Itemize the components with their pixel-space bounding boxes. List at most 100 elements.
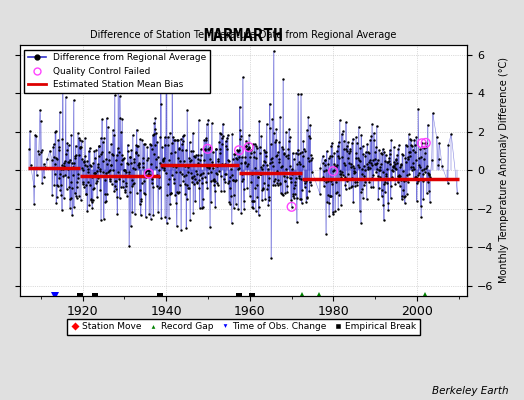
Point <box>291 182 299 188</box>
Point <box>32 133 40 140</box>
Point <box>159 158 167 164</box>
Point <box>379 202 387 208</box>
Point <box>410 136 419 143</box>
Point <box>98 173 106 179</box>
Point <box>237 210 246 216</box>
Point <box>270 178 278 184</box>
Point <box>105 148 114 155</box>
Point <box>105 178 114 184</box>
Point <box>215 138 223 145</box>
Point <box>361 153 369 160</box>
Point <box>340 137 348 144</box>
Point <box>423 190 431 197</box>
Point <box>71 155 79 162</box>
Point <box>66 156 74 163</box>
Point <box>169 162 177 169</box>
Point <box>336 171 345 178</box>
Point <box>349 198 357 205</box>
Point <box>305 188 313 194</box>
Point <box>378 186 386 193</box>
Point <box>357 131 366 138</box>
Point <box>379 146 387 152</box>
Point <box>250 140 259 147</box>
Point <box>368 174 377 181</box>
Point <box>443 180 452 186</box>
Point <box>125 242 134 249</box>
Point <box>27 162 35 168</box>
Point <box>294 174 303 181</box>
Point <box>396 173 404 179</box>
Point <box>286 133 294 140</box>
Point <box>70 204 78 210</box>
Point <box>56 109 64 115</box>
Point <box>409 160 417 166</box>
Point <box>236 133 245 139</box>
Point <box>388 174 396 181</box>
Point <box>326 153 334 159</box>
Point <box>101 198 110 205</box>
Point <box>381 158 389 164</box>
Point <box>336 168 344 174</box>
Point <box>290 156 298 162</box>
Point <box>353 140 362 146</box>
Point <box>273 179 281 186</box>
Point <box>48 156 56 163</box>
Point <box>70 190 79 197</box>
Point <box>421 140 430 146</box>
Point <box>281 153 290 160</box>
Point <box>269 181 277 188</box>
Point <box>328 180 336 187</box>
Point <box>307 152 315 158</box>
Point <box>271 136 280 143</box>
Point <box>181 191 190 197</box>
Point <box>244 146 252 152</box>
Point <box>72 193 80 199</box>
Point <box>364 158 373 165</box>
Point <box>168 172 176 178</box>
Point <box>343 147 351 154</box>
Point <box>94 143 103 149</box>
Point <box>425 171 433 177</box>
Point <box>155 174 163 180</box>
Point <box>344 139 352 145</box>
Point <box>280 151 289 158</box>
Point <box>281 178 289 184</box>
Point <box>322 230 330 237</box>
Point <box>254 212 263 218</box>
Point <box>83 208 92 214</box>
Point <box>271 176 279 182</box>
Point <box>232 162 241 168</box>
Point <box>94 161 102 168</box>
Point <box>146 160 155 167</box>
Point <box>285 146 293 152</box>
Point <box>37 118 45 124</box>
Point <box>80 184 89 190</box>
Point <box>294 172 303 179</box>
Point <box>385 155 394 162</box>
Point <box>128 177 136 184</box>
Point <box>49 144 58 150</box>
Point <box>141 169 149 175</box>
Point <box>65 184 73 190</box>
Point <box>385 151 394 158</box>
Point <box>199 170 208 176</box>
Point <box>193 179 201 185</box>
Point <box>93 168 101 174</box>
Point <box>69 172 77 179</box>
Point <box>207 199 215 205</box>
Point <box>52 200 61 206</box>
Point <box>381 151 390 158</box>
Point <box>82 190 90 197</box>
Point <box>96 166 104 172</box>
Point <box>219 162 227 168</box>
Point <box>85 201 93 208</box>
Point <box>213 171 221 178</box>
Point <box>199 204 207 210</box>
Point <box>354 155 363 161</box>
Point <box>369 184 377 190</box>
Point <box>300 177 308 183</box>
Point <box>187 148 195 154</box>
Point <box>100 216 108 222</box>
Point <box>269 162 277 169</box>
Point <box>264 202 272 208</box>
